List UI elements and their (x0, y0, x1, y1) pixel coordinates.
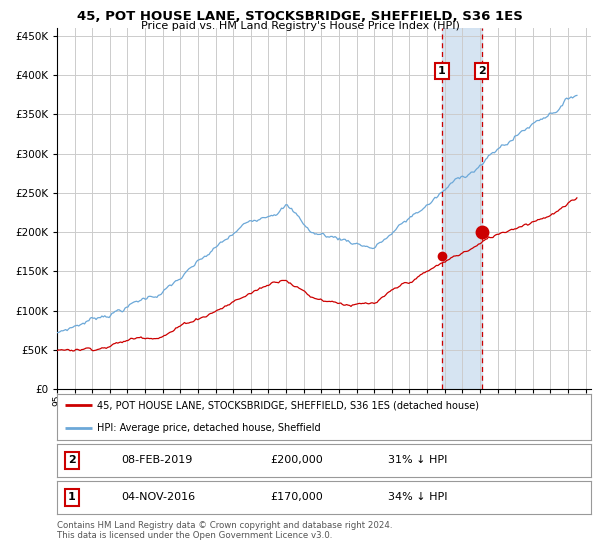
Text: Contains HM Land Registry data © Crown copyright and database right 2024.
This d: Contains HM Land Registry data © Crown c… (57, 521, 392, 540)
Text: £200,000: £200,000 (271, 455, 323, 465)
Text: 45, POT HOUSE LANE, STOCKSBRIDGE, SHEFFIELD, S36 1ES: 45, POT HOUSE LANE, STOCKSBRIDGE, SHEFFI… (77, 10, 523, 23)
Text: Price paid vs. HM Land Registry's House Price Index (HPI): Price paid vs. HM Land Registry's House … (140, 21, 460, 31)
Text: 1: 1 (438, 66, 446, 76)
Text: 34% ↓ HPI: 34% ↓ HPI (388, 492, 448, 502)
Text: 2: 2 (478, 66, 485, 76)
Text: 2: 2 (68, 455, 76, 465)
Text: 1: 1 (68, 492, 76, 502)
Text: £170,000: £170,000 (271, 492, 323, 502)
Text: 45, POT HOUSE LANE, STOCKSBRIDGE, SHEFFIELD, S36 1ES (detached house): 45, POT HOUSE LANE, STOCKSBRIDGE, SHEFFI… (97, 400, 479, 410)
Bar (442, 28, 482, 389)
Text: 04-NOV-2016: 04-NOV-2016 (121, 492, 195, 502)
Text: HPI: Average price, detached house, Sheffield: HPI: Average price, detached house, Shef… (97, 423, 320, 433)
Text: 08-FEB-2019: 08-FEB-2019 (121, 455, 193, 465)
Text: 31% ↓ HPI: 31% ↓ HPI (388, 455, 448, 465)
